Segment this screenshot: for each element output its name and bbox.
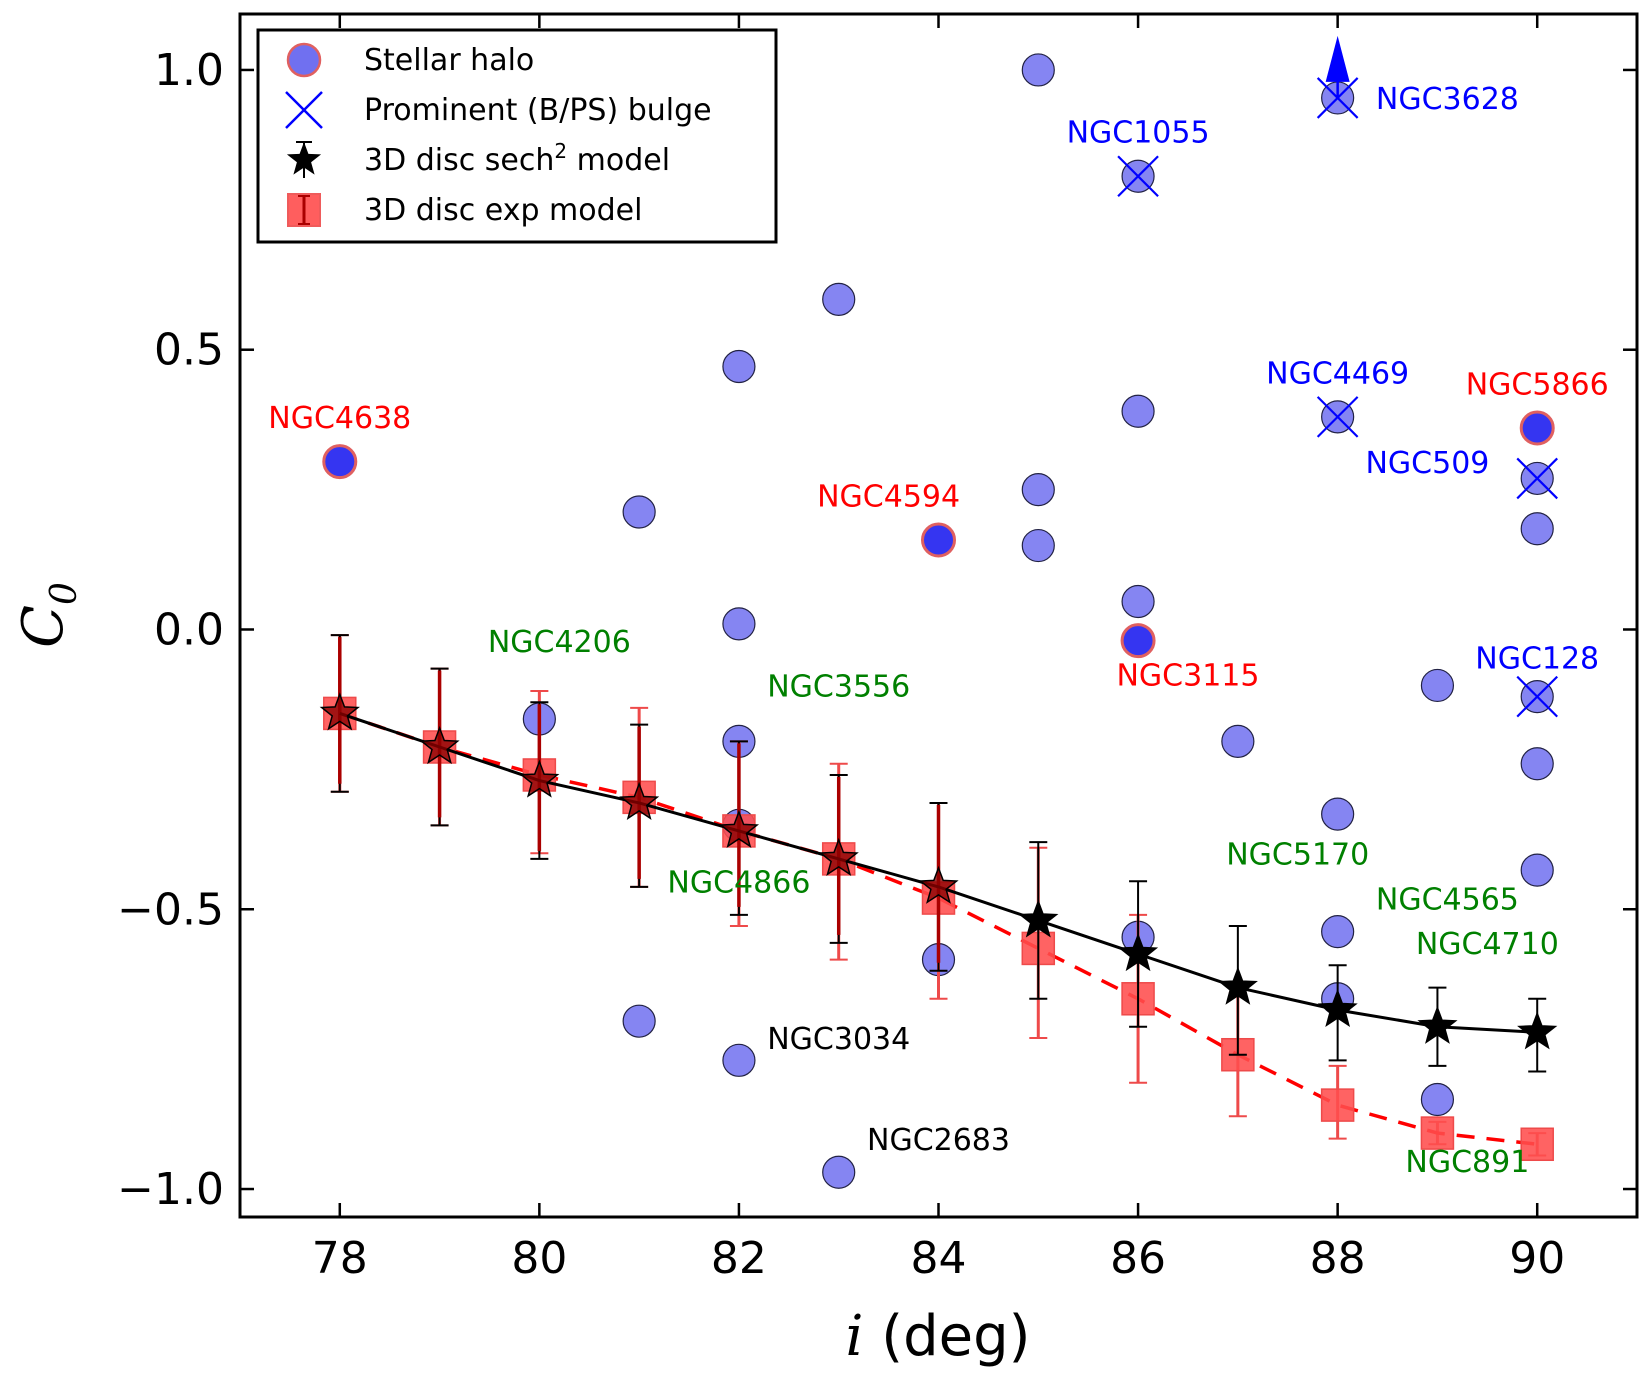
- sech2-model-point: [1018, 899, 1059, 938]
- galaxy-label: NGC3034: [767, 1022, 910, 1057]
- legend-marker-sech2: [286, 141, 322, 178]
- galaxy-label: NGC4565: [1376, 882, 1519, 917]
- sech2-model-point: [718, 809, 760, 849]
- galaxy-label: NGC1055: [1067, 116, 1210, 151]
- galaxy-point: [822, 282, 856, 316]
- galaxy-point: [1321, 915, 1355, 949]
- legend-marker-exp: [287, 193, 321, 227]
- sech2-model-point: [1117, 932, 1159, 972]
- exp-model-point: [1320, 1088, 1355, 1122]
- lower-limit-arrow-head: [1325, 35, 1350, 82]
- x-tick-label: 88: [1310, 1233, 1366, 1284]
- y-tick-label: 0.0: [154, 604, 224, 655]
- galaxy-label: NGC3628: [1376, 82, 1519, 117]
- halo-galaxy-point: [1519, 410, 1555, 446]
- halo-galaxy-point: [1120, 623, 1156, 659]
- bulge-cross: [1117, 155, 1159, 198]
- y-tick-label: 1.0: [154, 45, 224, 96]
- galaxy-point: [822, 1155, 856, 1189]
- galaxy-point: [722, 349, 756, 384]
- x-tick-label: 86: [1110, 1233, 1166, 1284]
- y-tick-label: −0.5: [117, 884, 224, 935]
- galaxy-point: [722, 1043, 756, 1077]
- bulge-cross: [1316, 396, 1359, 438]
- bulge-cross: [1516, 457, 1558, 500]
- galaxy-point: [1321, 797, 1355, 831]
- axis-ticks: 78 80 82 84 86 88 90 1.0 0.5 0.0 −0.5 −1.0: [117, 14, 1637, 1284]
- x-tick-label: 78: [312, 1233, 368, 1284]
- galaxy-label: NGC4469: [1266, 356, 1409, 391]
- galaxy-point: [1221, 724, 1255, 758]
- sech2-model-point: [519, 759, 560, 798]
- bulge-cross: [1516, 675, 1558, 718]
- galaxy-label: NGC4710: [1416, 927, 1559, 962]
- halo-galaxy-point: [921, 522, 956, 558]
- galaxy-label: NGC891: [1405, 1145, 1529, 1180]
- galaxy-point: [1420, 668, 1455, 703]
- y-tick-label: 0.5: [154, 325, 224, 376]
- galaxy-point: [1420, 1082, 1455, 1117]
- chart-marks: [319, 35, 1558, 1189]
- legend-marker-bulge: [285, 91, 323, 129]
- x-tick-label: 90: [1509, 1233, 1565, 1284]
- galaxy-point: [1121, 584, 1155, 619]
- galaxy-label: NGC3115: [1116, 658, 1259, 693]
- galaxy-label: NGC5170: [1226, 837, 1369, 872]
- exp-model-point: [1520, 1127, 1554, 1162]
- sech2-model-point: [818, 837, 859, 877]
- legend-label-sech2: 3D disc sech2 model: [364, 139, 670, 178]
- sech2-model-point: [319, 692, 360, 731]
- legend: Stellar halo Prominent (B/PS) bulge 3D d…: [256, 28, 778, 244]
- galaxy-point: [1520, 853, 1554, 887]
- y-tick-label: −1.0: [117, 1164, 224, 1215]
- galaxy-point: [1021, 53, 1055, 87]
- x-tick-label: 84: [911, 1233, 967, 1284]
- halo-galaxy-point: [322, 444, 358, 480]
- x-tick-label: 82: [711, 1233, 767, 1284]
- annotations: NGC4638 NGC4594 NGC3115 NGC5866 NGC1055 NGC36…: [268, 82, 1608, 1180]
- sech2-model-point: [1217, 966, 1258, 1005]
- legend-marker-halo: [286, 42, 322, 78]
- sech2-model-point: [1417, 1005, 1458, 1044]
- sech2-model-point: [419, 725, 460, 765]
- legend-label-bulge: Prominent (B/PS) bulge: [364, 93, 712, 128]
- legend-box: [256, 28, 778, 244]
- galaxy-point: [722, 607, 756, 641]
- galaxy-point: [1121, 394, 1155, 428]
- galaxy-label: NGC2683: [867, 1123, 1010, 1158]
- y-axis-label: C0: [11, 582, 85, 648]
- x-tick-label: 80: [511, 1233, 567, 1284]
- galaxy-label: NGC4638: [268, 401, 411, 436]
- sech2-model-point: [1517, 1011, 1558, 1050]
- sech2-model-point: [1317, 988, 1358, 1028]
- galaxy-point: [622, 495, 656, 529]
- galaxy-label: NGC128: [1475, 642, 1599, 677]
- galaxy-label: NGC4866: [667, 865, 810, 900]
- sech2-model-point: [918, 865, 959, 904]
- exp-model-point: [1420, 1116, 1455, 1150]
- galaxy-point: [1021, 473, 1055, 507]
- galaxy-label: NGC4206: [488, 625, 631, 660]
- galaxy-label: NGC509: [1365, 446, 1489, 481]
- galaxy-point: [1021, 528, 1055, 563]
- galaxy-point: [622, 1004, 656, 1038]
- x-axis-label: i (deg): [846, 1304, 1031, 1369]
- legend-label-halo: Stellar halo: [364, 43, 534, 78]
- galaxy-label: NGC5866: [1466, 367, 1609, 402]
- galaxy-label: NGC4594: [817, 479, 960, 514]
- galaxy-point: [1520, 747, 1554, 781]
- sech2-model-point: [619, 781, 660, 821]
- legend-label-exp: 3D disc exp model: [364, 193, 642, 228]
- galaxy-point: [1520, 512, 1554, 546]
- galaxy-label: NGC3556: [767, 670, 910, 705]
